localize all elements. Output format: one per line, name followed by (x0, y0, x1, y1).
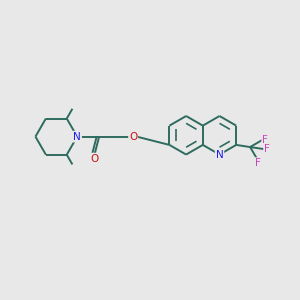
Text: F: F (262, 135, 268, 145)
Text: O: O (129, 132, 137, 142)
Text: N: N (216, 150, 224, 160)
Text: F: F (264, 144, 270, 154)
Text: O: O (90, 154, 98, 164)
Text: N: N (73, 132, 81, 142)
Text: F: F (255, 158, 261, 168)
